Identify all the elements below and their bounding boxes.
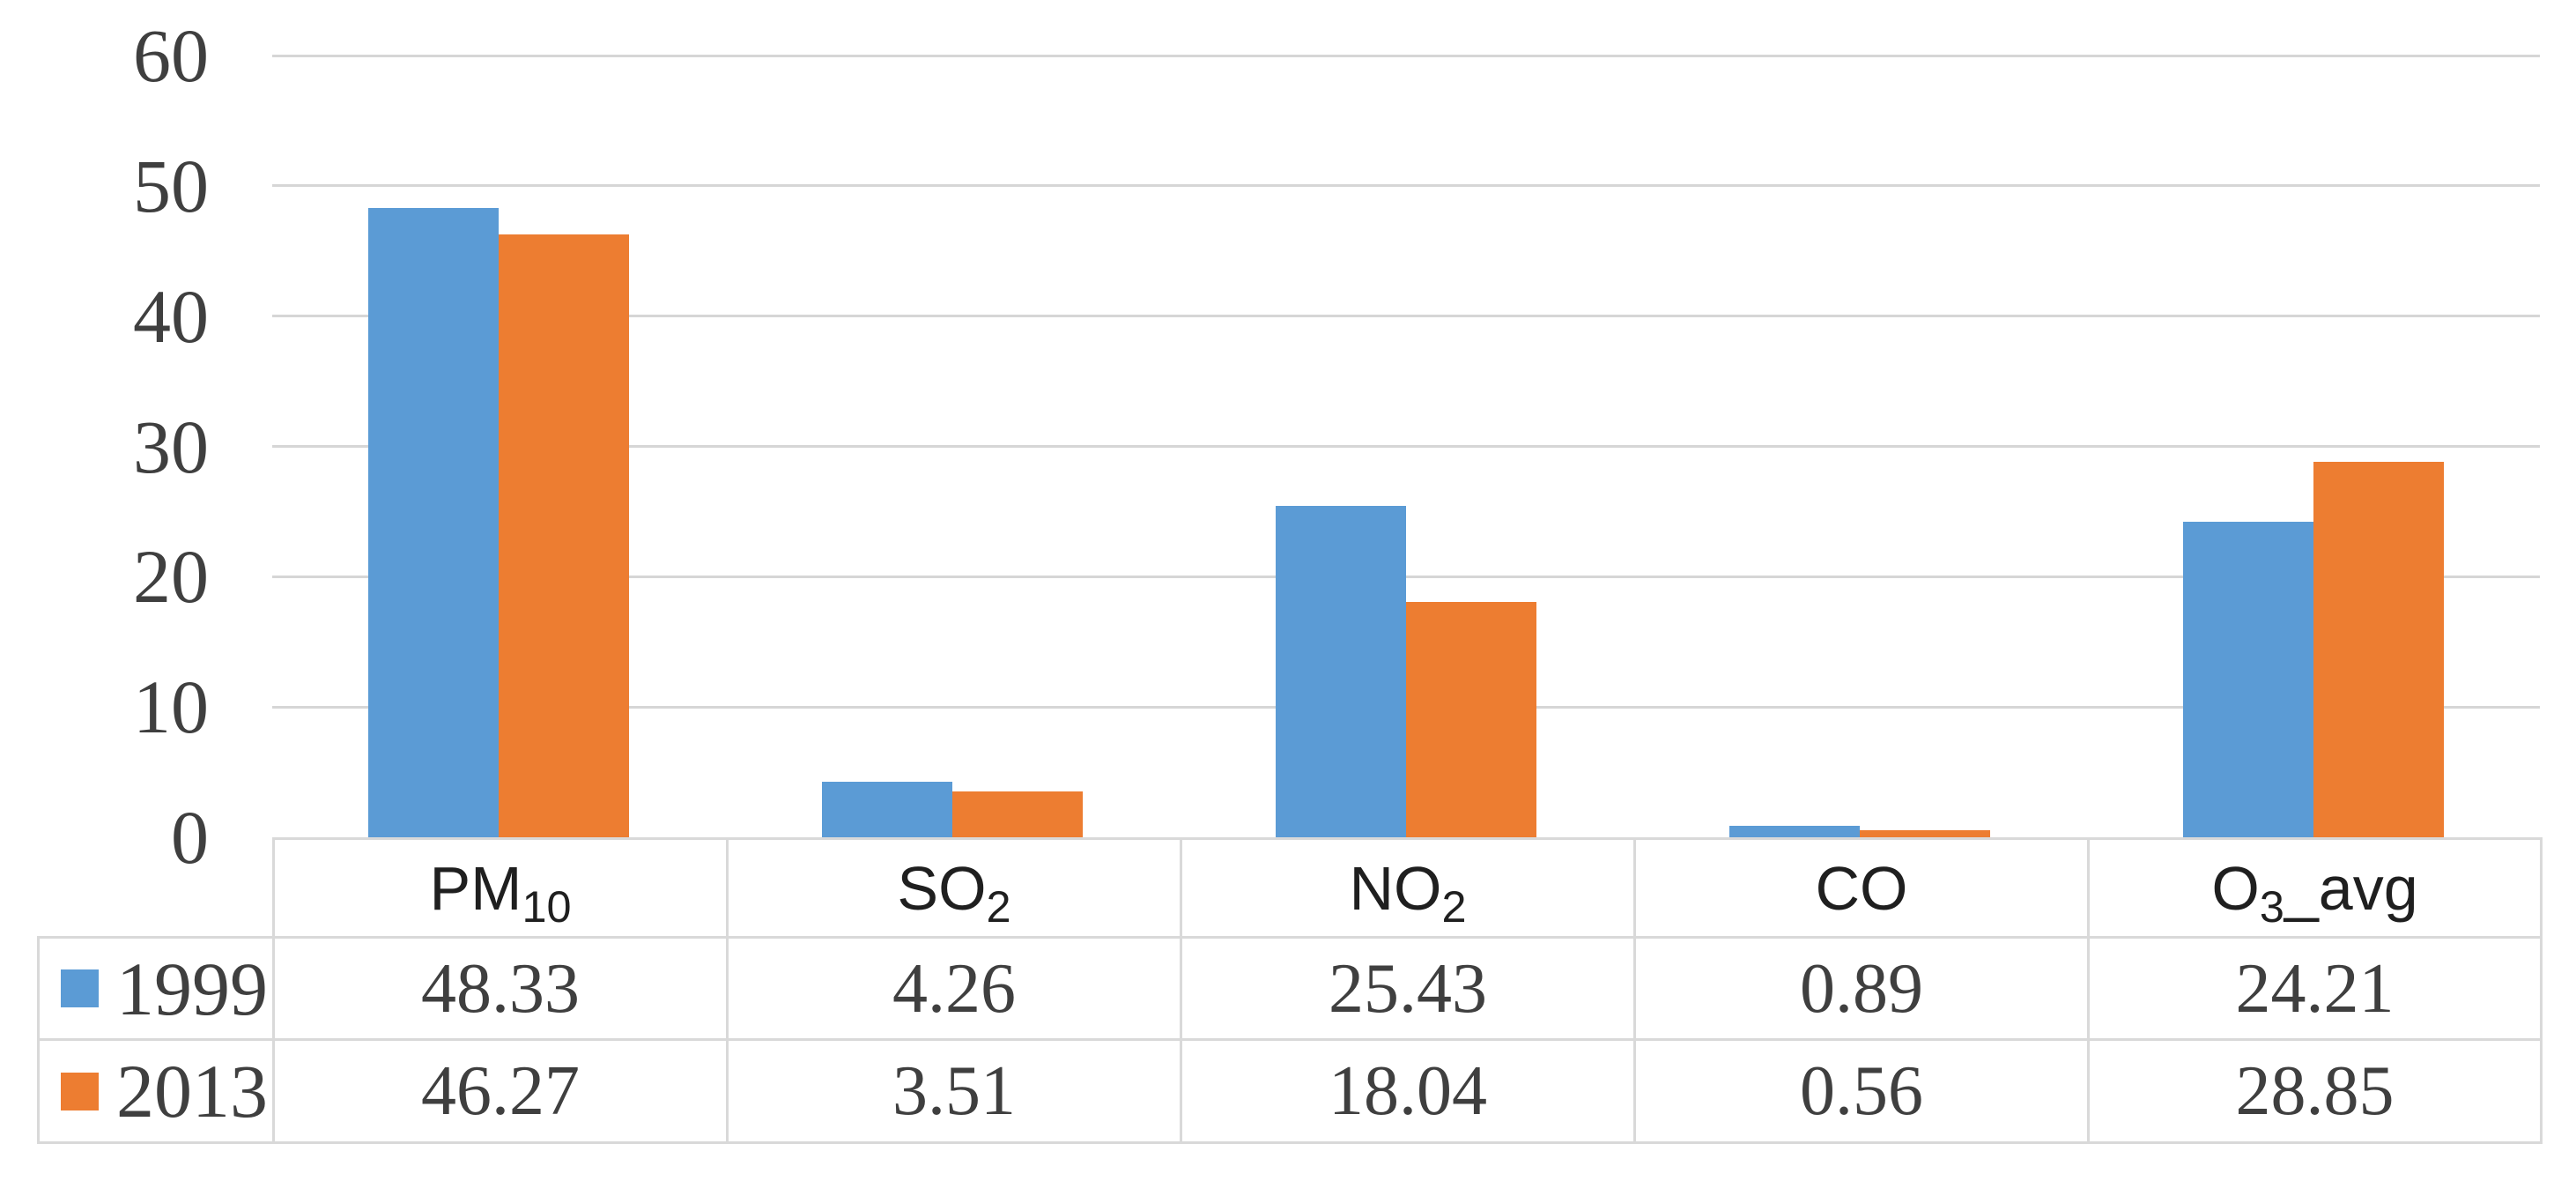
y-axis-tick-label: 20 (133, 534, 209, 619)
table-row-1999: 1999 48.33 4.26 25.43 0.89 24.21 (37, 936, 2543, 1041)
data-table: PM10 SO2 NO2 CO O3_avg 1999 48.33 4.26 25.43 0.89… (37, 837, 2543, 1144)
bar-1999-O3_avg (2183, 522, 2313, 837)
value-2013-NO2: 18.04 (1180, 1038, 1636, 1144)
bar-1999-NO2 (1276, 506, 1406, 837)
value-1999-NO2: 25.43 (1180, 936, 1636, 1041)
gridline (272, 315, 2540, 317)
value-1999-O3_avg: 24.21 (2087, 936, 2543, 1041)
y-axis-tick-label: 60 (133, 13, 209, 98)
bar-2013-CO (1860, 830, 1990, 837)
category-label-base: NO (1349, 853, 1442, 923)
bar-2013-SO2 (952, 791, 1083, 837)
value-2013-CO: 0.56 (1633, 1038, 2090, 1144)
category-label-tail: _avg (2284, 853, 2418, 923)
row-legend-2013: 2013 (37, 1038, 275, 1144)
gridline (272, 576, 2540, 578)
bar-2013-NO2 (1406, 602, 1536, 837)
value-1999-SO2: 4.26 (726, 936, 1182, 1041)
category-label-base: CO (1815, 853, 1908, 923)
bar-1999-SO2 (822, 782, 952, 837)
y-axis-tick-label: 50 (133, 144, 209, 228)
series-name-2013: 2013 (116, 1049, 268, 1133)
category-label-subscript: 10 (522, 880, 572, 932)
y-axis-tick-label: 0 (171, 795, 209, 880)
category-label-subscript: 2 (986, 880, 1011, 932)
row-legend-content: 2013 (41, 1049, 271, 1133)
column-header-CO: CO (1633, 837, 2090, 939)
table-row-2013: 2013 46.27 3.51 18.04 0.56 28.85 (37, 1038, 2543, 1144)
category-label-subscript: 2 (1441, 880, 1467, 932)
value-1999-PM10: 48.33 (272, 936, 729, 1041)
row-legend-1999: 1999 (37, 936, 275, 1041)
legend-swatch-2013 (61, 1072, 99, 1110)
gridline (272, 55, 2540, 57)
bar-1999-CO (1729, 826, 1860, 837)
bar-1999-PM10 (368, 208, 499, 837)
bar-2013-PM10 (499, 234, 629, 837)
category-label-base: PM (429, 853, 522, 923)
column-header-O3_avg: O3_avg (2087, 837, 2543, 939)
category-label-base: O (2211, 853, 2260, 923)
category-label-base: SO (897, 853, 987, 923)
gridline (272, 445, 2540, 448)
gridline (272, 184, 2540, 187)
column-header-NO2: NO2 (1180, 837, 1636, 939)
series-name-1999: 1999 (116, 946, 268, 1031)
table-corner-spacer (39, 839, 274, 938)
category-label-subscript: 3 (2259, 880, 2284, 932)
value-2013-O3_avg: 28.85 (2087, 1038, 2543, 1144)
legend-swatch-1999 (61, 969, 99, 1007)
row-legend-content: 1999 (41, 946, 271, 1031)
y-axis-tick-label: 10 (133, 665, 209, 749)
value-2013-PM10: 46.27 (272, 1038, 729, 1144)
column-header-SO2: SO2 (726, 837, 1182, 939)
value-1999-CO: 0.89 (1633, 936, 2090, 1041)
column-header-PM10: PM10 (272, 837, 729, 939)
value-2013-SO2: 3.51 (726, 1038, 1182, 1144)
y-axis-tick-label: 30 (133, 405, 209, 489)
y-axis-tick-label: 40 (133, 274, 209, 359)
bar-2013-O3_avg (2313, 462, 2444, 837)
